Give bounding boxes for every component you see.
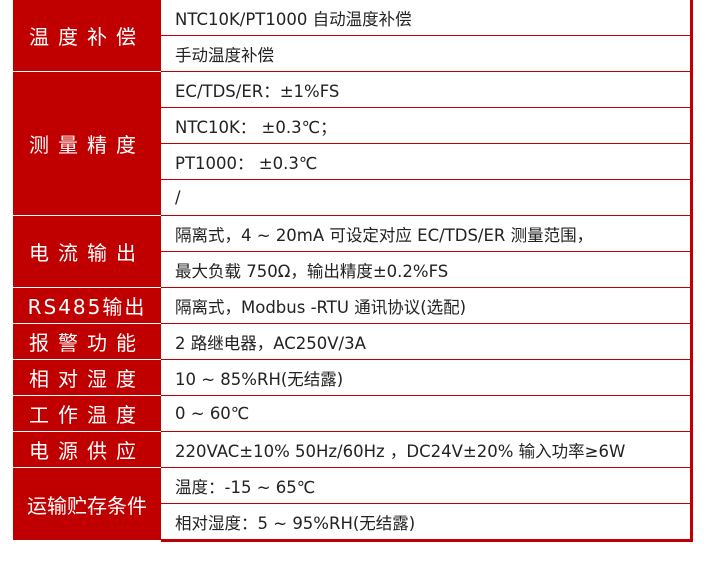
spec-label: 电源供应 xyxy=(13,431,161,468)
spec-row: NTC10K： ±0.3℃； xyxy=(13,107,693,144)
spec-value: 2 路继电器，AC250V/3A xyxy=(161,323,693,360)
spec-value: 10 ~ 85%RH(无结露) xyxy=(161,359,693,396)
spec-row: 温度补偿 NTC10K/PT1000 自动温度补偿 xyxy=(13,0,693,72)
spec-row: 报警功能 2 路继电器，AC250V/3A xyxy=(13,323,693,360)
spec-label: RS485输出 xyxy=(13,287,161,324)
spec-value: NTC10K： ±0.3℃； xyxy=(161,107,693,144)
spec-label: 测量精度 xyxy=(13,71,161,216)
spec-row: 最大负载 750Ω，输出精度±0.2%FS xyxy=(13,251,693,288)
spec-value: NTC10K/PT1000 自动温度补偿 xyxy=(161,0,693,36)
spec-row: 测量精度 EC/TDS/ER：±1%FS xyxy=(13,71,693,216)
spec-value: PT1000： ±0.3℃ xyxy=(161,143,693,180)
spec-label: 运输贮存条件 xyxy=(13,467,161,541)
spec-value: EC/TDS/ER：±1%FS xyxy=(161,71,693,108)
spec-row: 工作温度 0 ~ 60℃ xyxy=(13,395,693,432)
spec-value: 相对湿度：5 ~ 95%RH(无结露) xyxy=(161,503,693,542)
spec-row: RS485输出 隔离式，Modbus -RTU 通讯协议(选配) xyxy=(13,287,693,324)
spec-label: 工作温度 xyxy=(13,395,161,432)
spec-label: 电流输出 xyxy=(13,215,161,288)
spec-value: 隔离式，Modbus -RTU 通讯协议(选配) xyxy=(161,287,693,324)
spec-row: 电源供应 220VAC±10% 50Hz/60Hz ，DC24V±20% 输入功率… xyxy=(13,431,693,468)
spec-row: 相对湿度 10 ~ 85%RH(无结露) xyxy=(13,359,693,396)
spec-table: 温度补偿 NTC10K/PT1000 自动温度补偿 手动温度补偿 测量精度 EC/TDS… xyxy=(13,0,693,542)
spec-value: 最大负载 750Ω，输出精度±0.2%FS xyxy=(161,251,693,288)
spec-row: PT1000： ±0.3℃ xyxy=(13,143,693,180)
spec-row: 电流输出 隔离式，4 ~ 20mA 可设定对应 EC/TDS/ER 测量范围， xyxy=(13,215,693,288)
spec-value: 隔离式，4 ~ 20mA 可设定对应 EC/TDS/ER 测量范围， xyxy=(161,215,693,252)
spec-value: 220VAC±10% 50Hz/60Hz ，DC24V±20% 输入功率≥6W xyxy=(161,431,693,468)
spec-label: 相对湿度 xyxy=(13,359,161,396)
spec-value: 温度：-15 ~ 65℃ xyxy=(161,467,693,504)
spec-value: 手动温度补偿 xyxy=(161,35,693,72)
spec-row: 相对湿度：5 ~ 95%RH(无结露) xyxy=(13,503,693,542)
spec-label: 报警功能 xyxy=(13,323,161,360)
spec-row: / xyxy=(13,179,693,216)
spec-label: 温度补偿 xyxy=(13,0,161,72)
spec-value: / xyxy=(161,179,693,216)
spec-row: 运输贮存条件 温度：-15 ~ 65℃ xyxy=(13,467,693,541)
spec-row: 手动温度补偿 xyxy=(13,35,693,72)
spec-value: 0 ~ 60℃ xyxy=(161,395,693,432)
